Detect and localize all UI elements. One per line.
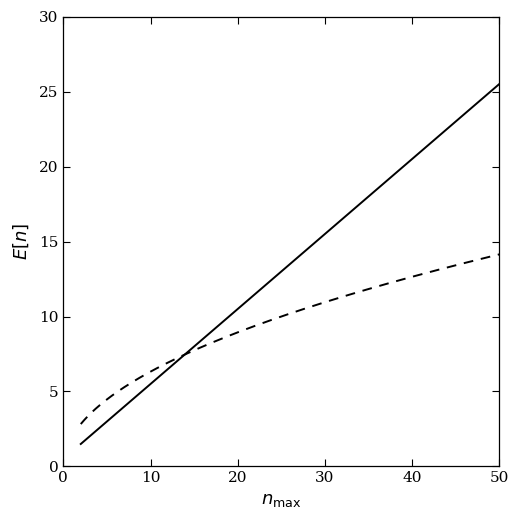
X-axis label: $n_{\mathrm{max}}$: $n_{\mathrm{max}}$ — [261, 491, 302, 509]
Y-axis label: $E[n]$: $E[n]$ — [11, 223, 31, 260]
